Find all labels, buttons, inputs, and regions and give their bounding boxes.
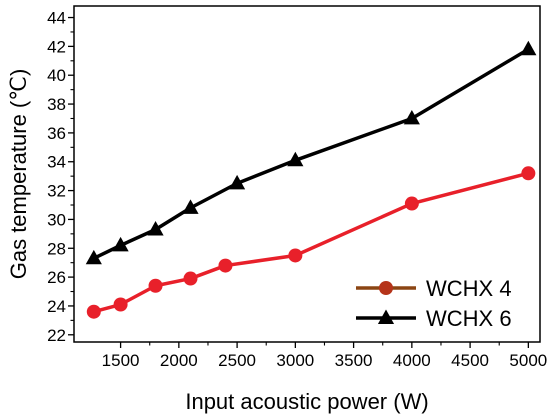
- y-axis-label: Gas temperature (℃): [6, 69, 31, 280]
- y-tick-label: 28: [47, 239, 66, 258]
- x-axis-label: Input acoustic power (W): [185, 389, 428, 414]
- data-point-triangle: [85, 249, 102, 265]
- data-point-circle: [148, 278, 163, 293]
- data-point-circle: [183, 271, 198, 286]
- x-tick-label: 3500: [335, 351, 373, 370]
- x-tick-label: 4500: [451, 351, 489, 370]
- x-tick-label: 5000: [509, 351, 547, 370]
- data-point-circle: [404, 196, 419, 211]
- data-point-triangle: [287, 151, 304, 167]
- data-point-circle: [86, 304, 101, 319]
- plot-area-frame: [73, 5, 541, 343]
- data-point-triangle: [112, 236, 129, 252]
- y-tick-label: 26: [47, 268, 66, 287]
- x-tick-label: 2000: [160, 351, 198, 370]
- x-tick-label: 4000: [393, 351, 431, 370]
- y-tick-label: 36: [47, 124, 66, 143]
- data-point-triangle: [403, 109, 420, 125]
- data-point-triangle: [182, 199, 199, 214]
- data-point-circle: [521, 166, 536, 181]
- y-tick-label: 32: [47, 182, 66, 201]
- legend-marker-triangle: [377, 309, 395, 324]
- x-tick-label: 1500: [102, 351, 140, 370]
- y-tick-label: 44: [47, 9, 66, 28]
- y-tick-label: 30: [47, 210, 66, 229]
- legend-label: WCHX 6: [426, 306, 512, 331]
- x-tick-label: 3000: [276, 351, 314, 370]
- data-point-circle: [113, 297, 128, 312]
- axis-ticks: 1500 2000 2500 3000 3500 4000 4500 5000 22 24 26 28…: [47, 9, 547, 370]
- legend: WCHX 4 WCHX 6: [356, 276, 512, 331]
- y-tick-label: 34: [47, 153, 66, 172]
- y-tick-label: 42: [47, 37, 66, 56]
- y-tick-label: 38: [47, 95, 66, 114]
- data-point-triangle: [147, 221, 164, 236]
- data-point-circle: [218, 258, 233, 273]
- legend-marker-circle: [379, 281, 393, 295]
- x-tick-label: 2500: [218, 351, 256, 370]
- data-point-triangle: [520, 40, 537, 56]
- data-point-circle: [288, 248, 303, 263]
- y-tick-label: 40: [47, 66, 66, 85]
- data-point-triangle: [229, 174, 246, 190]
- series-line-2: [93, 47, 530, 260]
- y-tick-label: 24: [47, 297, 66, 316]
- y-tick-label: 22: [47, 326, 66, 345]
- series-layer: [85, 40, 537, 319]
- legend-label: WCHX 4: [426, 276, 512, 301]
